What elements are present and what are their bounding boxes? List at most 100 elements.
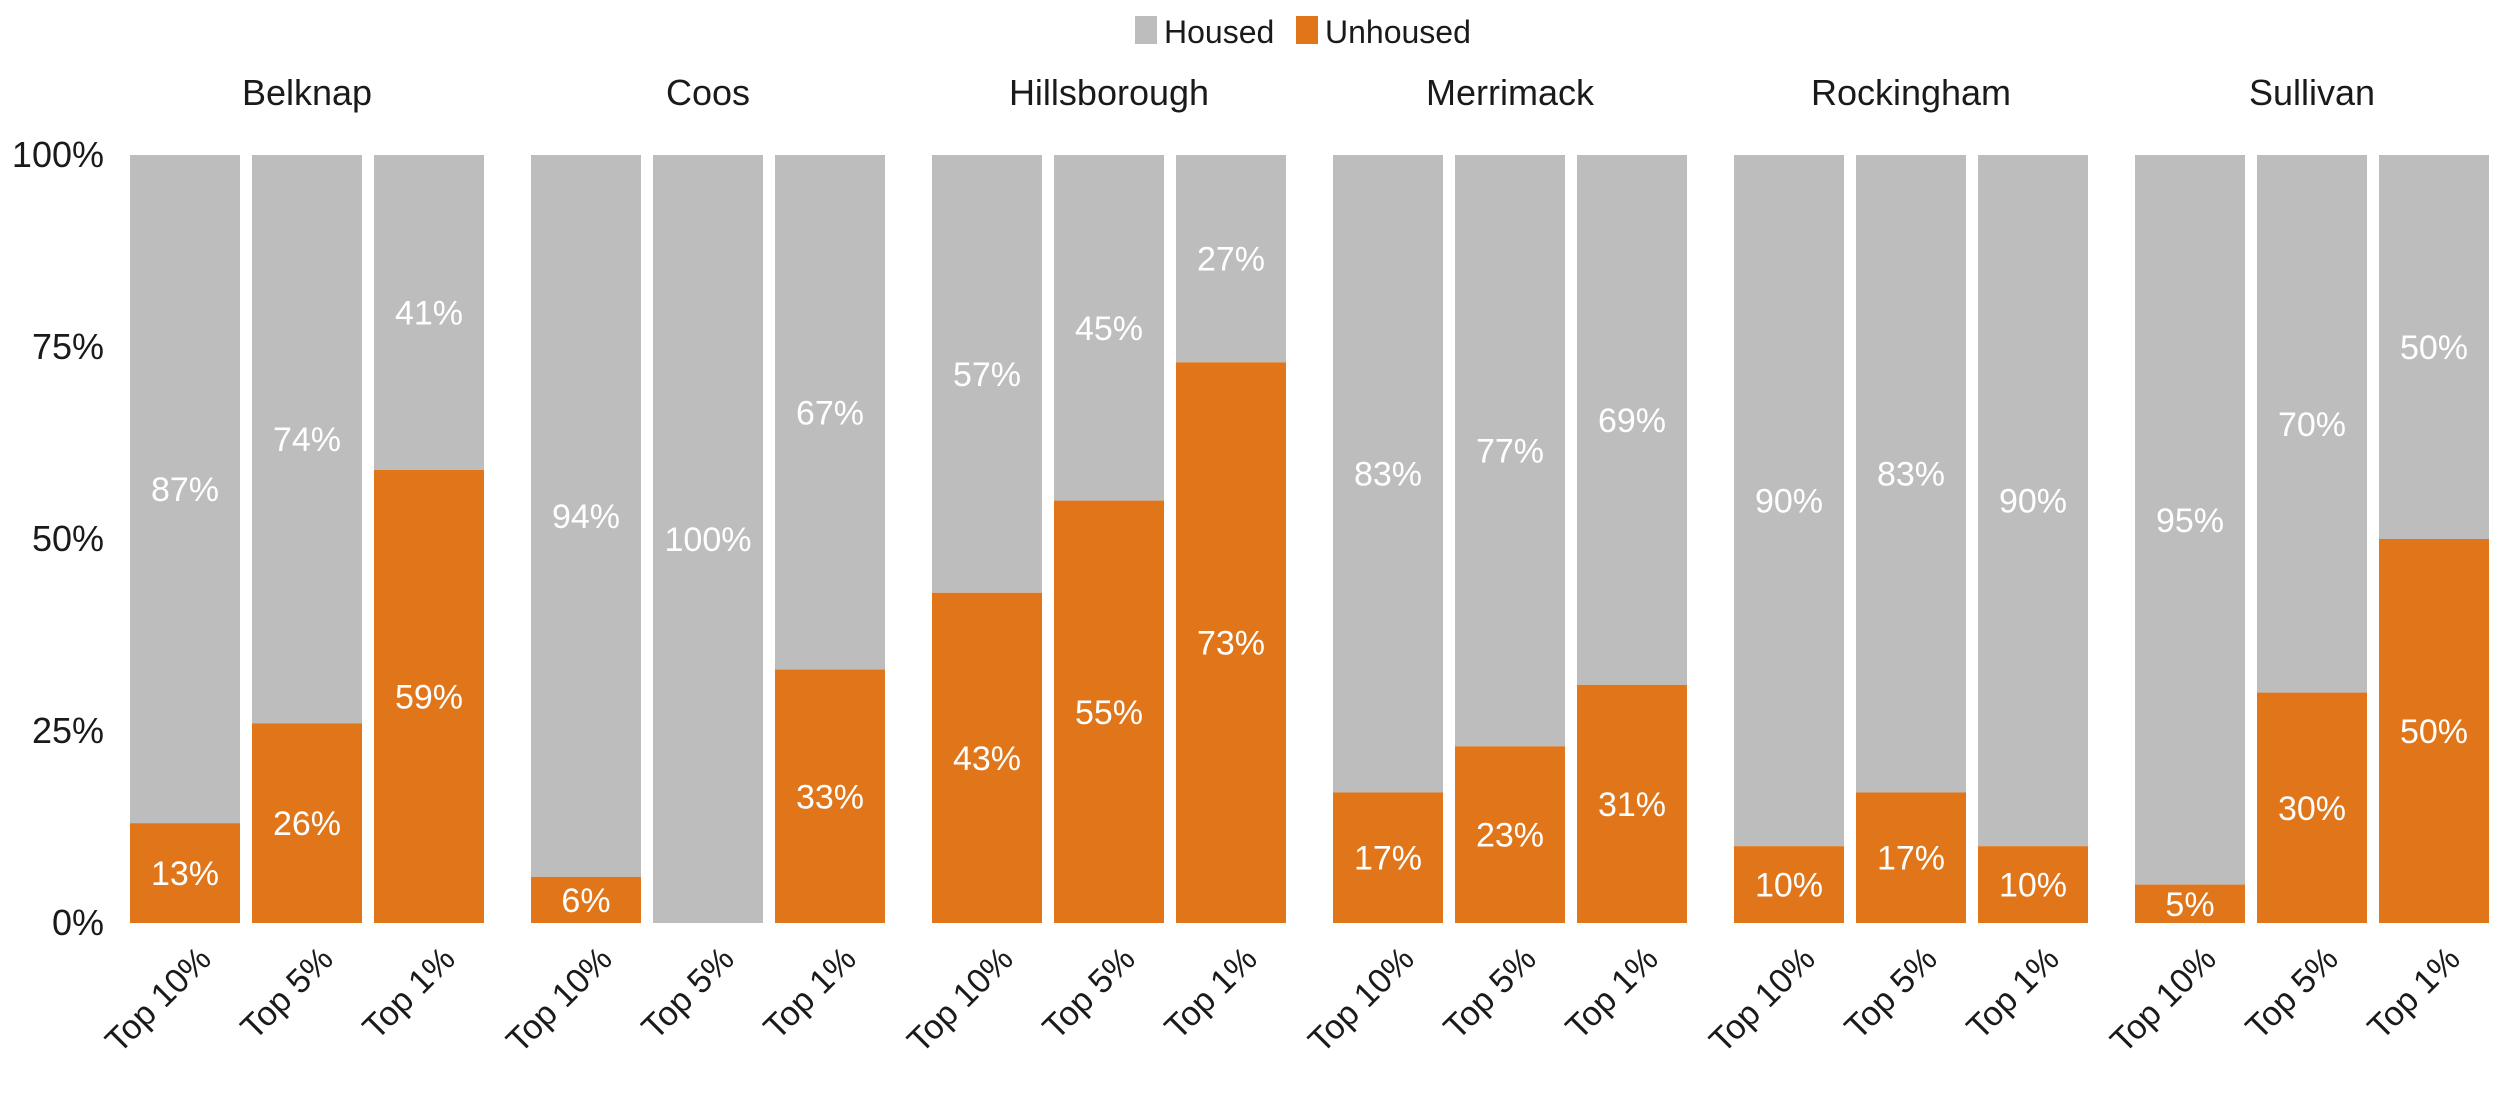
facet-coos: Coos 94% 6% Top 10% 100% Top 5% 67% 33% Top 1%	[499, 72, 885, 1060]
x-tick-label: Top 5%	[1036, 940, 1143, 1047]
facet-hillsborough: Hillsborough 57% 43% Top 10% 45% 55% Top 5% 27%…	[900, 72, 1286, 1060]
data-label-unhoused: 23%	[1476, 817, 1544, 855]
data-label-housed: 100%	[665, 521, 752, 559]
data-label-housed: 74%	[273, 421, 341, 459]
bar-unhoused	[374, 469, 484, 923]
legend: Housed Unhoused	[1135, 14, 1471, 50]
x-tick-label: Top 10%	[1301, 940, 1421, 1060]
bar-housed	[653, 155, 763, 923]
bar-unhoused	[1455, 746, 1565, 923]
data-label-unhoused: 10%	[1999, 867, 2067, 905]
data-label-housed: 45%	[1075, 310, 1143, 348]
data-label-housed: 67%	[796, 394, 864, 432]
facet-sullivan: Sullivan 95% 5% Top 10% 70% 30% Top 5% 50% 50% To…	[2103, 72, 2489, 1060]
x-tick-label: Top 1%	[757, 940, 864, 1047]
bar-unhoused	[1054, 500, 1164, 923]
facet-title: Rockingham	[1811, 72, 2011, 113]
data-label-unhoused: 55%	[1075, 694, 1143, 732]
data-label-unhoused: 30%	[2278, 790, 2346, 828]
y-axis: 0% 25% 50% 75% 100%	[12, 134, 104, 943]
bar-unhoused	[932, 592, 1042, 923]
x-tick-label: Top 10%	[900, 940, 1020, 1060]
bar-housed	[2257, 155, 2367, 693]
bar-housed	[130, 155, 240, 824]
data-label-unhoused: 33%	[796, 778, 864, 816]
x-tick-label: Top 5%	[635, 940, 742, 1047]
bar-unhoused	[130, 823, 240, 923]
x-tick-label: Top 1%	[1158, 940, 1265, 1047]
bar-housed	[932, 155, 1042, 593]
data-label-unhoused: 73%	[1197, 625, 1265, 663]
legend-swatch-unhoused	[1296, 16, 1318, 44]
x-tick-label: Top 10%	[499, 940, 619, 1060]
bar-unhoused	[2257, 692, 2367, 923]
data-label-unhoused: 5%	[2165, 886, 2214, 924]
facet-title: Merrimack	[1426, 72, 1595, 113]
y-tick-label: 75%	[32, 326, 104, 367]
bar-housed	[2379, 155, 2489, 539]
x-tick-label: Top 1%	[2361, 940, 2468, 1047]
data-label-unhoused: 17%	[1354, 840, 1422, 878]
data-label-unhoused: 26%	[273, 805, 341, 843]
bar-housed	[1455, 155, 1565, 747]
y-tick-label: 0%	[52, 902, 104, 943]
x-tick-label: Top 10%	[98, 940, 218, 1060]
bar-unhoused	[1856, 792, 1966, 923]
facet-belknap: Belknap 87% 13% Top 10% 74% 26% Top 5% 41% 59% To…	[98, 72, 484, 1060]
facet-title: Hillsborough	[1009, 72, 1209, 113]
data-label-housed: 87%	[151, 471, 219, 509]
bar-unhoused	[1978, 846, 2088, 923]
data-label-unhoused: 31%	[1598, 786, 1666, 824]
y-tick-label: 25%	[32, 710, 104, 751]
bar-housed	[1577, 155, 1687, 685]
data-label-unhoused: 59%	[395, 678, 463, 716]
bar-housed	[1054, 155, 1164, 501]
facet-title: Coos	[666, 72, 750, 113]
data-label-housed: 70%	[2278, 406, 2346, 444]
bar-unhoused	[2135, 884, 2245, 923]
bar-housed	[1333, 155, 1443, 793]
bar-housed	[1734, 155, 1844, 847]
data-label-housed: 77%	[1476, 433, 1544, 471]
y-tick-label: 50%	[32, 518, 104, 559]
data-label-unhoused: 50%	[2400, 713, 2468, 751]
bar-housed	[252, 155, 362, 724]
data-label-unhoused: 6%	[561, 882, 610, 920]
data-label-unhoused: 13%	[151, 855, 219, 893]
bar-housed	[374, 155, 484, 470]
data-label-unhoused: 10%	[1755, 867, 1823, 905]
data-label-housed: 69%	[1598, 402, 1666, 440]
bar-housed	[1856, 155, 1966, 793]
data-label-housed: 95%	[2156, 502, 2224, 540]
x-tick-label: Top 5%	[1838, 940, 1945, 1047]
y-tick-label: 100%	[12, 134, 104, 175]
bar-unhoused	[252, 723, 362, 923]
legend-label-housed: Housed	[1164, 14, 1274, 50]
bar-housed	[2135, 155, 2245, 885]
bar-unhoused	[531, 876, 641, 923]
bar-unhoused	[2379, 539, 2489, 923]
x-tick-label: Top 10%	[1702, 940, 1822, 1060]
data-label-housed: 50%	[2400, 329, 2468, 367]
x-tick-label: Top 10%	[2103, 940, 2223, 1060]
bar-unhoused	[1577, 684, 1687, 923]
x-tick-label: Top 5%	[1437, 940, 1544, 1047]
x-tick-label: Top 1%	[1960, 940, 2067, 1047]
data-label-housed: 90%	[1755, 483, 1823, 521]
facet-rockingham: Rockingham 90% 10% Top 10% 83% 17% Top 5% 90% 10…	[1702, 72, 2088, 1060]
facet-title: Belknap	[242, 72, 372, 113]
bar-unhoused	[775, 669, 885, 923]
data-label-unhoused: 43%	[953, 740, 1021, 778]
x-tick-label: Top 1%	[356, 940, 463, 1047]
bar-unhoused	[1734, 846, 1844, 923]
data-label-housed: 83%	[1354, 456, 1422, 494]
legend-label-unhoused: Unhoused	[1325, 14, 1471, 50]
legend-swatch-housed	[1135, 16, 1157, 44]
x-tick-label: Top 1%	[1559, 940, 1666, 1047]
bar-housed	[1978, 155, 2088, 847]
data-label-housed: 90%	[1999, 483, 2067, 521]
data-label-housed: 57%	[953, 356, 1021, 394]
bar-unhoused	[1176, 362, 1286, 923]
